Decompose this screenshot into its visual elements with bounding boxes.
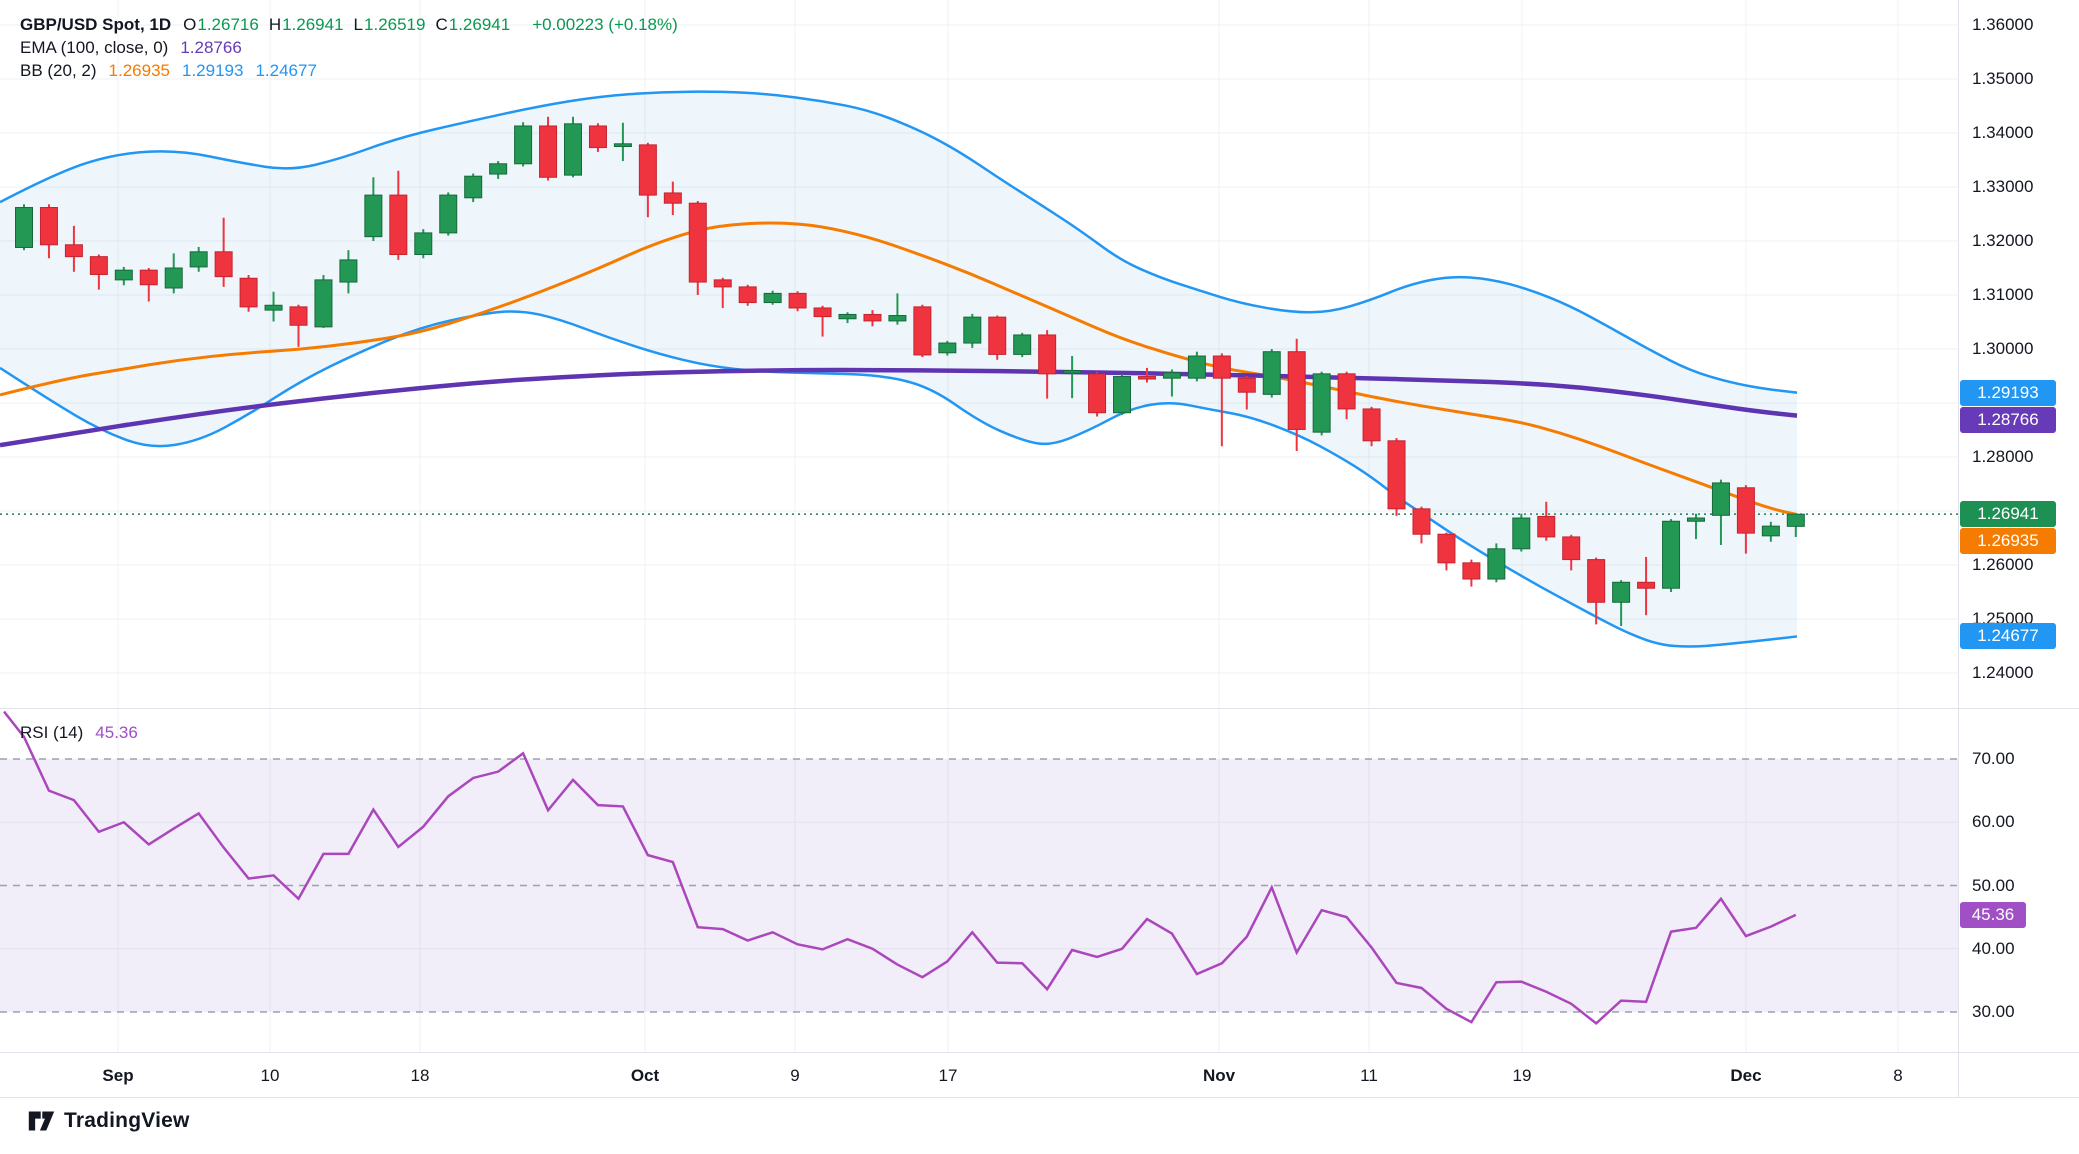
tradingview-logo[interactable]: TradingView — [28, 1108, 190, 1134]
rsi-axis-label: 40.00 — [1972, 938, 2015, 958]
ohlc-C: C 1.26941 — [435, 15, 511, 34]
rsi-axis-label: 30.00 — [1972, 1002, 2015, 1021]
time-label-17: 17 — [938, 1066, 958, 1085]
rsi-badge: 45.36 — [1960, 901, 2026, 928]
bb-basis-value: 1.26935 — [108, 61, 170, 80]
time-label-9: 9 — [790, 1066, 800, 1085]
price-axis-label: 1.26000 — [1972, 555, 2034, 574]
price-axis-label: 1.31000 — [1972, 285, 2034, 304]
ohlc-H: H 1.26941 — [268, 15, 344, 34]
ema-legend-row[interactable]: EMA (100, close, 0) 1.28766 — [20, 37, 678, 58]
price-axis-label: 1.36000 — [1972, 15, 2034, 34]
ohlc-O: O 1.26716 — [183, 15, 259, 34]
symbol-title: GBP/USD Spot, 1D — [20, 15, 172, 34]
price-axis-label: 1.32000 — [1972, 231, 2034, 250]
bb-legend-row[interactable]: BB (20, 2) 1.26935 1.29193 1.24677 — [20, 60, 678, 81]
price-badge-1.24677: 1.24677 — [1960, 623, 2056, 650]
time-label-11: 11 — [1360, 1066, 1378, 1085]
time-label-18: 18 — [410, 1066, 430, 1085]
time-label-10: 10 — [260, 1066, 280, 1085]
symbol-legend-row[interactable]: GBP/USD Spot, 1D O 1.26716 H 1.26941 L 1.2651… — [20, 14, 678, 35]
price-badge-1.28766: 1.28766 — [1960, 406, 2056, 433]
price-badge-1.29193: 1.29193 — [1960, 379, 2056, 406]
ohlc-L: L 1.26519 — [353, 15, 426, 34]
time-label-Oct: Oct — [630, 1066, 660, 1085]
rsi-axis-label: 60.00 — [1972, 812, 2015, 832]
price-pane-legend: GBP/USD Spot, 1D O 1.26716 H 1.26941 L 1.2651… — [20, 14, 678, 83]
ema-indicator-name: EMA (100, close, 0) — [20, 38, 169, 57]
bb-indicator-name: BB (20, 2) — [20, 61, 97, 80]
time-axis[interactable]: Sep 10 18 Oct 9 17 Nov 11 19 Dec 8 — [0, 1052, 1958, 1097]
price-axis-label: 1.35000 — [1972, 69, 2034, 88]
time-label-Dec: Dec — [1730, 1066, 1762, 1085]
rsi-pane-legend: RSI (14) 45.36 — [20, 722, 138, 745]
time-label-19: 19 — [1512, 1066, 1532, 1085]
price-axis-label: 1.28000 — [1972, 447, 2034, 466]
bb-upper-value: 1.29193 — [182, 61, 244, 80]
rsi-value: 45.36 — [95, 723, 138, 742]
price-axis-label: 1.25000 — [1972, 609, 2034, 628]
price-axis-label: 1.34000 — [1972, 123, 2034, 142]
tradingview-logo-icon — [28, 1111, 55, 1131]
price-badge-1.26935: 1.26935 — [1960, 528, 2056, 555]
ohlc-values: O 1.26716 H 1.26941 L 1.26519 C 1.26941 — [183, 14, 520, 35]
price-axis-label: 1.30000 — [1972, 339, 2034, 358]
price-badge-1.26941: 1.26941 — [1960, 501, 2056, 528]
price-change: +0.00223 (+0.18%) — [532, 15, 678, 34]
time-label-Nov: Nov — [1202, 1066, 1236, 1085]
price-axis-label: 1.24000 — [1972, 663, 2034, 682]
rsi-axis-label: 70.00 — [1972, 749, 2015, 768]
price-axis-label: 1.33000 — [1972, 177, 2034, 196]
rsi-axis[interactable]: 70.00 60.00 50.00 40.00 30.00 45.36 — [1958, 708, 2079, 1052]
time-label-8: 8 — [1893, 1066, 1903, 1085]
tradingview-wordmark: TradingView — [64, 1109, 190, 1132]
time-label-Sep: Sep — [102, 1066, 134, 1085]
rsi-indicator-name: RSI (14) — [20, 723, 84, 742]
bb-lower-value: 1.24677 — [255, 61, 317, 80]
ema-value: 1.28766 — [180, 38, 242, 57]
rsi-axis-label: 50.00 — [1972, 875, 2015, 895]
rsi-legend-row[interactable]: RSI (14) 45.36 — [20, 722, 138, 743]
price-axis[interactable]: 1.36000 1.35000 1.34000 1.33000 1.32000 1.310… — [1958, 0, 2079, 708]
